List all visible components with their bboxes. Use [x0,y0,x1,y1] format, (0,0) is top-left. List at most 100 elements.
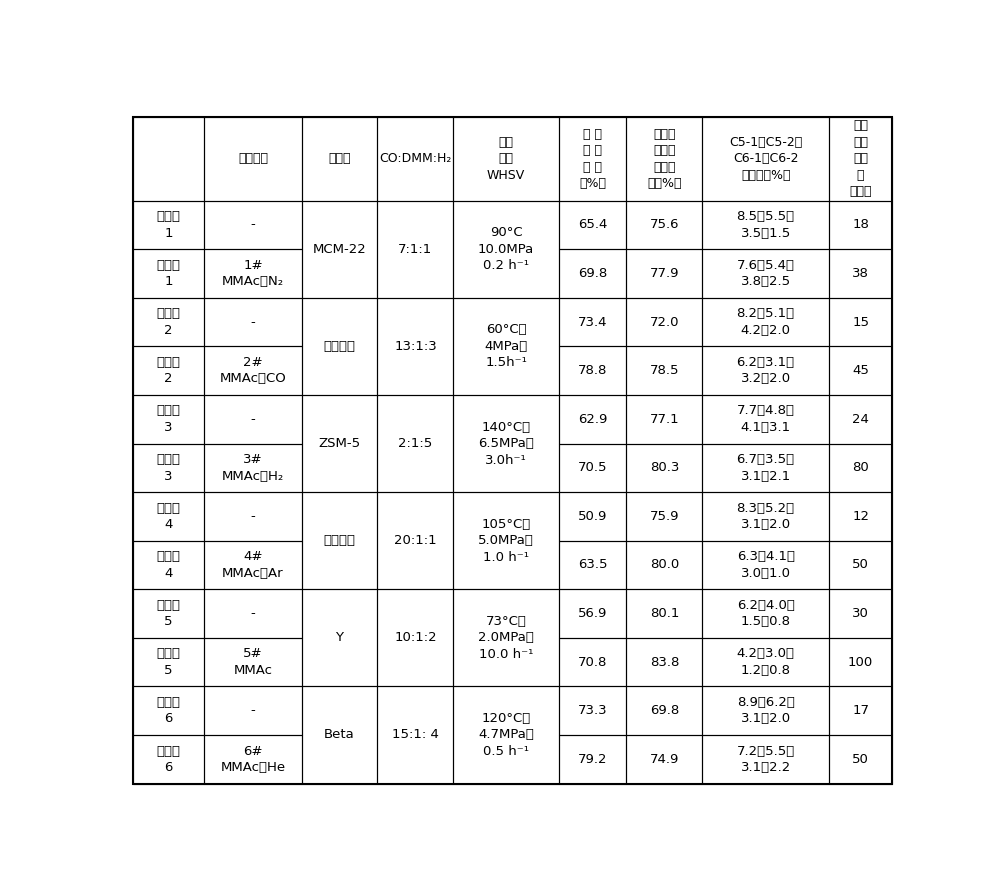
Text: 实施例
3: 实施例 3 [157,453,181,483]
Bar [133,201,204,249]
Text: 69.8: 69.8 [578,267,607,280]
Text: 73°C、
2.0MPa、
10.0 h⁻¹: 73°C、 2.0MPa、 10.0 h⁻¹ [478,615,534,661]
Bar [702,492,829,541]
Bar [829,735,892,783]
Text: -: - [251,510,255,523]
Bar [302,201,377,298]
Text: 20:1:1: 20:1:1 [394,534,437,547]
Bar [626,590,702,638]
Text: 7.6、5.4、
3.8、2.5: 7.6、5.4、 3.8、2.5 [737,259,795,288]
Text: -: - [251,413,255,425]
Text: 70.5: 70.5 [578,461,607,475]
Text: 6.3、4.1、
3.0、1.0: 6.3、4.1、 3.0、1.0 [737,550,795,580]
Text: 78.5: 78.5 [650,364,679,377]
Text: 63.5: 63.5 [578,558,607,572]
Text: 2:1:5: 2:1:5 [398,437,433,450]
Text: 1#
MMAc、N₂: 1# MMAc、N₂ [222,259,284,288]
Text: 50: 50 [852,753,869,766]
Bar [626,638,702,687]
Bar [829,298,892,346]
Text: 45: 45 [852,364,869,377]
Text: 对比例
3: 对比例 3 [157,404,181,434]
Bar [453,492,559,590]
Bar [559,443,626,492]
Text: 56.9: 56.9 [578,607,607,620]
Bar [133,735,204,783]
Text: 6.2、3.1、
3.2、2.0: 6.2、3.1、 3.2、2.0 [737,356,795,385]
Bar [302,298,377,395]
Text: 甲氧基
乙酸甲
酵选择
性（%）: 甲氧基 乙酸甲 酵选择 性（%） [647,128,682,190]
Text: 80: 80 [852,461,869,475]
Text: 12: 12 [852,510,869,523]
Text: -: - [251,219,255,231]
Bar [204,443,302,492]
Text: 120°C、
4.7MPa、
0.5 h⁻¹: 120°C、 4.7MPa、 0.5 h⁻¹ [478,712,534,758]
Bar [829,249,892,298]
Bar [829,346,892,395]
Text: 13:1:3: 13:1:3 [394,340,437,353]
Bar [204,541,302,590]
Bar [559,638,626,687]
Text: 78.8: 78.8 [578,364,607,377]
Bar [702,590,829,638]
Text: 83.8: 83.8 [650,656,679,669]
Text: -: - [251,316,255,328]
Bar [626,201,702,249]
Text: 实施例
4: 实施例 4 [157,550,181,580]
Bar [829,590,892,638]
Bar [829,118,892,201]
Bar [626,298,702,346]
Text: 8.5、5.5、
3.5、1.5: 8.5、5.5、 3.5、1.5 [737,211,795,240]
Bar [133,590,204,638]
Bar [204,118,302,201]
Text: 24: 24 [852,413,869,425]
Text: 38: 38 [852,267,869,280]
Bar [453,201,559,298]
Bar [133,346,204,395]
Bar [204,346,302,395]
Text: 15: 15 [852,316,869,328]
Text: 4.2、3.0、
1.2、0.8: 4.2、3.0、 1.2、0.8 [737,648,795,677]
Text: 丝光沸石: 丝光沸石 [324,534,356,547]
Text: 对比例
2: 对比例 2 [157,308,181,337]
Bar [626,346,702,395]
Bar [702,443,829,492]
Bar [559,249,626,298]
Text: 4#
MMAc、Ar: 4# MMAc、Ar [222,550,284,580]
Text: 傅化
剂单
程寿
命
（天）: 傅化 剂单 程寿 命 （天） [849,120,872,199]
Bar [133,298,204,346]
Bar [133,118,204,201]
Text: 7.7、4.8、
4.1、3.1: 7.7、4.8、 4.1、3.1 [737,404,795,434]
Bar [133,249,204,298]
Bar [453,687,559,783]
Bar [626,249,702,298]
Bar [559,118,626,201]
Text: Beta: Beta [324,729,355,741]
Text: ZSM-5: ZSM-5 [318,437,361,450]
Bar [204,492,302,541]
Bar [204,590,302,638]
Text: 8.9、6.2、
3.1、2.0: 8.9、6.2、 3.1、2.0 [737,696,795,725]
Bar [204,201,302,249]
Text: 90°C
10.0MPa
0.2 h⁻¹: 90°C 10.0MPa 0.2 h⁻¹ [478,227,534,272]
Text: 8.2、5.1、
4.2、2.0: 8.2、5.1、 4.2、2.0 [737,308,795,337]
Bar [702,735,829,783]
Text: 8.3、5.2、
3.1、2.0: 8.3、5.2、 3.1、2.0 [737,501,795,531]
Text: 75.6: 75.6 [650,219,679,231]
Bar [626,443,702,492]
Text: 77.9: 77.9 [650,267,679,280]
Text: 对比例
5: 对比例 5 [157,599,181,628]
Text: 72.0: 72.0 [650,316,679,328]
Bar [377,687,453,783]
Bar [559,590,626,638]
Bar [626,735,702,783]
Bar [377,298,453,395]
Bar [204,638,302,687]
Bar [626,687,702,735]
Text: 80.0: 80.0 [650,558,679,572]
Text: 5#
MMAc: 5# MMAc [234,648,273,677]
Text: 100: 100 [848,656,873,669]
Bar [302,395,377,492]
Text: 7:1:1: 7:1:1 [398,243,433,256]
Text: 65.4: 65.4 [578,219,607,231]
